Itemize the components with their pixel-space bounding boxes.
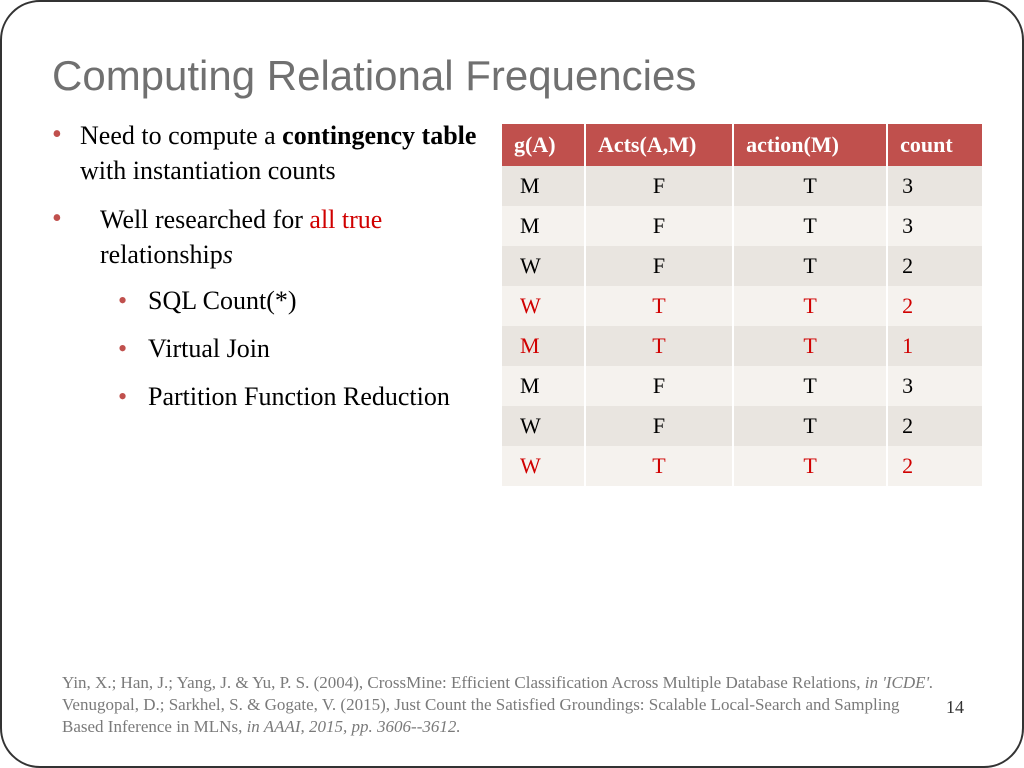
table-cell: 2 <box>887 286 982 326</box>
ref-2: Venugopal, D.; Sarkhel, S. & Gogate, V. … <box>62 694 942 738</box>
references: Yin, X.; Han, J.; Yang, J. & Yu, P. S. (… <box>62 672 942 738</box>
ref1-plain: Yin, X.; Han, J.; Yang, J. & Yu, P. S. (… <box>62 673 865 692</box>
ref2-plain: Venugopal, D.; Sarkhel, S. & Gogate, V. … <box>62 695 899 736</box>
table-cell: T <box>585 446 733 486</box>
table-row: WFT2 <box>502 406 982 446</box>
th-action: action(M) <box>733 124 887 166</box>
th-acts: Acts(A,M) <box>585 124 733 166</box>
bullet-2a: SQL Count(*) <box>100 282 482 320</box>
b1-pre: Need to compute a <box>80 121 282 150</box>
table-cell: W <box>502 246 585 286</box>
table-cell: 2 <box>887 406 982 446</box>
table-cell: T <box>733 286 887 326</box>
table-row: MFT3 <box>502 166 982 206</box>
slide-frame: Computing Relational Frequencies Need to… <box>0 0 1024 768</box>
table-header-row: g(A) Acts(A,M) action(M) count <box>502 124 982 166</box>
table-row: MTT1 <box>502 326 982 366</box>
table-cell: T <box>733 446 887 486</box>
ref1-ital: in 'ICDE'. <box>865 673 934 692</box>
table-cell: T <box>733 406 887 446</box>
table-cell: T <box>585 286 733 326</box>
table-cell: 3 <box>887 366 982 406</box>
table-cell: 3 <box>887 166 982 206</box>
b2-pre: Well researched for <box>100 205 309 234</box>
table-cell: 3 <box>887 206 982 246</box>
table-cell: F <box>585 366 733 406</box>
table-cell: M <box>502 206 585 246</box>
b1-post: with instantiation counts <box>80 156 336 185</box>
table-body: MFT3MFT3WFT2WTT2MTT1MFT3WFT2WTT2 <box>502 166 982 486</box>
table-row: MFT3 <box>502 366 982 406</box>
table-row: MFT3 <box>502 206 982 246</box>
table-cell: M <box>502 366 585 406</box>
table-cell: 1 <box>887 326 982 366</box>
bullet-column: Need to compute a contingency table with… <box>52 118 482 486</box>
table-cell: T <box>585 326 733 366</box>
b2-red: all true <box>309 205 382 234</box>
table-cell: T <box>733 246 887 286</box>
bullet-list: Need to compute a contingency table with… <box>52 118 482 415</box>
table-row: WFT2 <box>502 246 982 286</box>
page-number: 14 <box>946 697 964 718</box>
th-gA: g(A) <box>502 124 585 166</box>
bullet-2: Well researched for all true relationshi… <box>52 202 482 415</box>
content-row: Need to compute a contingency table with… <box>52 118 982 486</box>
table-cell: F <box>585 166 733 206</box>
table-cell: W <box>502 406 585 446</box>
table-cell: F <box>585 206 733 246</box>
table-cell: T <box>733 166 887 206</box>
b1-bold: contingency table <box>282 121 476 150</box>
slide-title: Computing Relational Frequencies <box>52 52 982 100</box>
b2-ital: s <box>223 240 233 269</box>
table-row: WTT2 <box>502 446 982 486</box>
sublist: SQL Count(*) Virtual Join Partition Func… <box>100 282 482 415</box>
table-cell: 2 <box>887 246 982 286</box>
th-count: count <box>887 124 982 166</box>
table-cell: F <box>585 246 733 286</box>
ref2-ital: in AAAI, 2015, pp. 3606--3612. <box>247 717 461 736</box>
table-cell: M <box>502 166 585 206</box>
bullet-2c: Partition Function Reduction <box>100 378 482 416</box>
table-cell: 2 <box>887 446 982 486</box>
table-cell: T <box>733 366 887 406</box>
table-cell: W <box>502 286 585 326</box>
ref-1: Yin, X.; Han, J.; Yang, J. & Yu, P. S. (… <box>62 672 942 694</box>
table-cell: W <box>502 446 585 486</box>
table-cell: T <box>733 326 887 366</box>
bullet-2b: Virtual Join <box>100 330 482 368</box>
contingency-table: g(A) Acts(A,M) action(M) count MFT3MFT3W… <box>502 124 982 486</box>
bullet-1: Need to compute a contingency table with… <box>52 118 482 188</box>
table-column: g(A) Acts(A,M) action(M) count MFT3MFT3W… <box>502 118 982 486</box>
b2-post: relationship <box>100 240 223 269</box>
table-cell: T <box>733 206 887 246</box>
table-row: WTT2 <box>502 286 982 326</box>
table-cell: F <box>585 406 733 446</box>
table-cell: M <box>502 326 585 366</box>
